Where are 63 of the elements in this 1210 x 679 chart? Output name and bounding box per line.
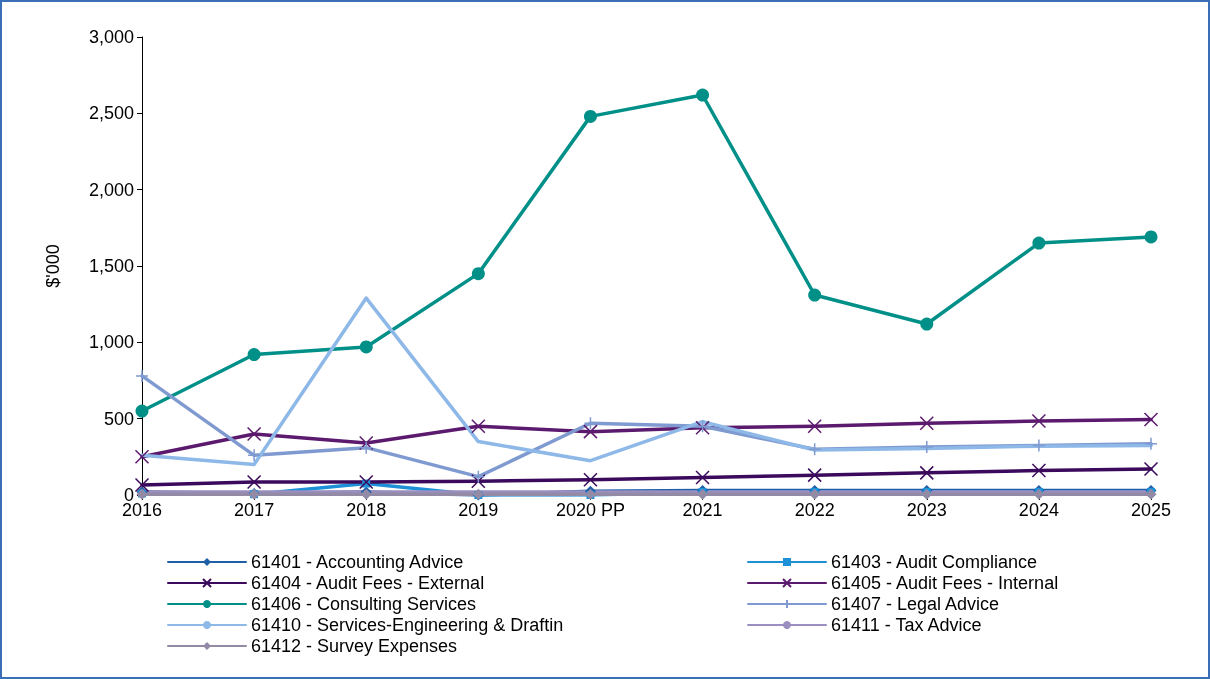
point (1144, 437, 1158, 451)
x-tick-label: 2017 (234, 500, 275, 520)
point (1144, 230, 1158, 244)
point (359, 340, 373, 354)
y-tick-label: 2,000 (88, 179, 134, 200)
x-tick-label: 2023 (906, 500, 947, 520)
point (1143, 412, 1159, 427)
point (920, 440, 934, 454)
y-axis-title: $'000 (43, 244, 63, 288)
point (1031, 413, 1047, 429)
legend-label: 61403 - Audit Compliance (831, 552, 1038, 572)
legend-label: 61405 - Audit Fees - Internal (831, 573, 1059, 593)
x-tick-label: 2019 (458, 500, 499, 520)
x-tick-label: 2020 PP (555, 500, 625, 520)
point (135, 369, 149, 383)
legend-label: 61412 - Survey Expenses (251, 636, 458, 656)
x-tick-label: 2024 (1018, 500, 1059, 520)
point (1031, 463, 1047, 478)
point (1032, 438, 1046, 453)
point (919, 416, 935, 431)
point (1032, 236, 1046, 250)
point (808, 288, 822, 302)
point (583, 109, 597, 123)
point (807, 442, 822, 456)
legend-label: 61401 - Accounting Advice (251, 552, 464, 572)
point (695, 470, 710, 485)
point (583, 424, 598, 439)
legend-label: 61410 - Services-Engineering & Draftin (251, 615, 564, 635)
point (471, 419, 486, 434)
y-tick-label: 3,000 (88, 27, 134, 47)
point (134, 477, 150, 493)
point (359, 440, 373, 455)
x-tick-label: 2022 (794, 500, 835, 520)
legend-label: 61407 - Legal Advice (831, 594, 1000, 614)
point (920, 317, 934, 331)
point (807, 419, 822, 434)
y-tick-label: 1,000 (88, 332, 134, 353)
point (583, 472, 598, 487)
x-tick-label: 2025 (1130, 500, 1172, 520)
point (247, 348, 261, 362)
point (246, 426, 262, 442)
point (358, 435, 374, 451)
point (471, 469, 486, 484)
y-tick-label: 500 (103, 408, 134, 429)
y-tick-label: 2,500 (88, 103, 134, 124)
point (1143, 461, 1159, 477)
legend-label: 61406 - Consulting Services (251, 594, 477, 614)
point (358, 474, 374, 490)
y-tick-label: 1,500 (88, 256, 134, 276)
x-tick-label: 2016 (121, 500, 163, 520)
point (807, 467, 822, 483)
point (919, 465, 935, 481)
point (471, 474, 486, 489)
point (246, 474, 262, 490)
x-tick-label: 2018 (346, 500, 387, 520)
point (471, 267, 485, 281)
point (696, 88, 710, 102)
point (134, 449, 150, 465)
legend-label: 61411 - Tax Advice (831, 615, 982, 635)
line-series (140, 296, 1153, 467)
x-tick-label: 2021 (682, 500, 723, 520)
legend-label: 61404 - Audit Fees - External (251, 573, 485, 593)
point (135, 404, 149, 418)
